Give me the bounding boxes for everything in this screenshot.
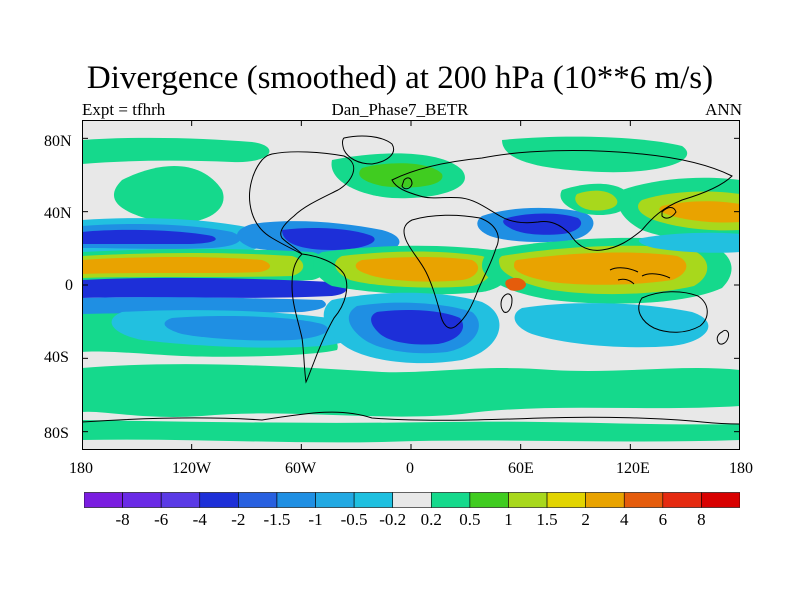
colorbar-label-14: 6: [658, 510, 668, 529]
colorbar-label-15: 8: [697, 510, 706, 529]
eurasia-north-lobe: [502, 136, 688, 173]
colorbar-box-14: [623, 492, 664, 508]
coastline-maritime-continent: [609, 267, 671, 285]
lon-label-180-west: 180: [69, 460, 93, 477]
lat-label-40s: 40S: [44, 349, 69, 366]
itcz-pacific-core: [82, 257, 271, 274]
tibet-positive: [575, 190, 618, 211]
southern-ocean-belt: [82, 364, 740, 417]
coastline-south-america: [291, 253, 348, 384]
colorbar-label-4: -1.5: [263, 510, 291, 529]
colorbar-label-8: 0.2: [420, 510, 442, 529]
colorbar-label-11: 1.5: [536, 510, 558, 529]
lon-label-60w: 60W: [285, 460, 317, 477]
colorbar: [84, 492, 740, 508]
colorbar-label-7: -0.2: [379, 510, 407, 529]
colorbar-box-11: [508, 492, 548, 508]
colorbar-box-12: [546, 492, 586, 508]
case-label: Dan_Phase7_BETR: [331, 100, 469, 119]
colorbar-wrapper: [84, 492, 740, 508]
colorbar-label-0: -8: [115, 510, 130, 529]
colorbar-label-6: -0.5: [340, 510, 368, 529]
colorbar-box-4: [238, 492, 278, 508]
south-atlantic-core: [371, 310, 464, 345]
colorbar-box-16: [701, 492, 740, 508]
lon-label-60e: 60E: [508, 460, 534, 477]
colorbar-box-9: [430, 492, 471, 508]
colorbar-box-10: [469, 492, 509, 508]
coastline-japan: [661, 207, 677, 219]
colorbar-label-3: -2: [231, 510, 246, 529]
colorbar-box-15: [662, 492, 702, 508]
lon-label-180-east: 180: [729, 460, 753, 477]
lat-label-80s: 80S: [44, 425, 69, 442]
coastlines: [82, 135, 740, 425]
middle-east-core: [503, 213, 582, 235]
season-label: ANN: [705, 100, 742, 119]
atlantic-africa-core: [355, 257, 479, 282]
colorbar-box-3: [199, 492, 239, 508]
colorbar-box-13: [585, 492, 625, 508]
colorbar-box-6: [315, 492, 355, 508]
colorbar-box-8: [392, 492, 432, 508]
coastline-madagascar: [500, 293, 513, 313]
north-pacific-high-lat: [82, 137, 270, 164]
coastline-greenland: [342, 135, 394, 165]
colorbar-label-2: -4: [192, 510, 207, 529]
equatorial-pacific-convergence: [82, 277, 347, 298]
coastline-antarctica: [82, 411, 740, 425]
equatorial-pacific-halo: [82, 297, 326, 314]
coastline-australia: [638, 291, 708, 333]
map-panel: [82, 120, 740, 450]
plot-title: Divergence (smoothed) at 200 hPa (10**6 …: [86, 60, 714, 96]
lon-label-0: 0: [406, 460, 414, 477]
divergence-field: [82, 136, 740, 443]
colorbar-label-1: -6: [154, 510, 169, 529]
colorbar-label-9: 0.5: [459, 510, 481, 529]
experiment-label: Expt = tfhrh: [82, 100, 166, 119]
lon-label-120e: 120E: [616, 460, 650, 477]
coastline-eurasia: [391, 150, 733, 251]
colorbar-box-5: [276, 492, 316, 508]
lat-label-80n: 80N: [44, 133, 72, 150]
north-west-pacific-negative: [638, 232, 740, 253]
subtropical-north-pacific-core: [82, 229, 216, 244]
colorbar-box-2: [160, 492, 201, 508]
caribbean-convergence-core: [282, 228, 375, 250]
lon-label-120w: 120W: [172, 460, 212, 477]
axis-ticks: [82, 120, 740, 450]
colorbar-box-1: [122, 492, 162, 508]
divergence-map: [82, 120, 740, 450]
colorbar-box-7: [353, 492, 394, 508]
colorbar-label-5: -1: [308, 510, 323, 529]
coastline-new-zealand: [716, 329, 729, 345]
colorbar-label-10: 1: [504, 510, 513, 529]
north-pacific-east-lobe: [113, 166, 224, 224]
colorbar-label-12: 2: [581, 510, 590, 529]
north-west-pacific-core: [659, 201, 740, 223]
antarctic-belt: [82, 420, 740, 443]
indian-ocean-south-negative: [514, 303, 709, 348]
coastline-uk: [401, 177, 413, 190]
lat-label-0: 0: [65, 277, 73, 294]
colorbar-box-0: [84, 492, 123, 508]
south-pacific-convergence-mid: [164, 316, 328, 341]
colorbar-label-13: 4: [619, 510, 629, 529]
coastline-north-america: [249, 151, 355, 255]
indian-ocean-peak: [505, 277, 526, 291]
lat-label-40n: 40N: [44, 205, 72, 222]
indian-maritime-core: [514, 252, 687, 285]
coastline-africa: [403, 214, 499, 329]
